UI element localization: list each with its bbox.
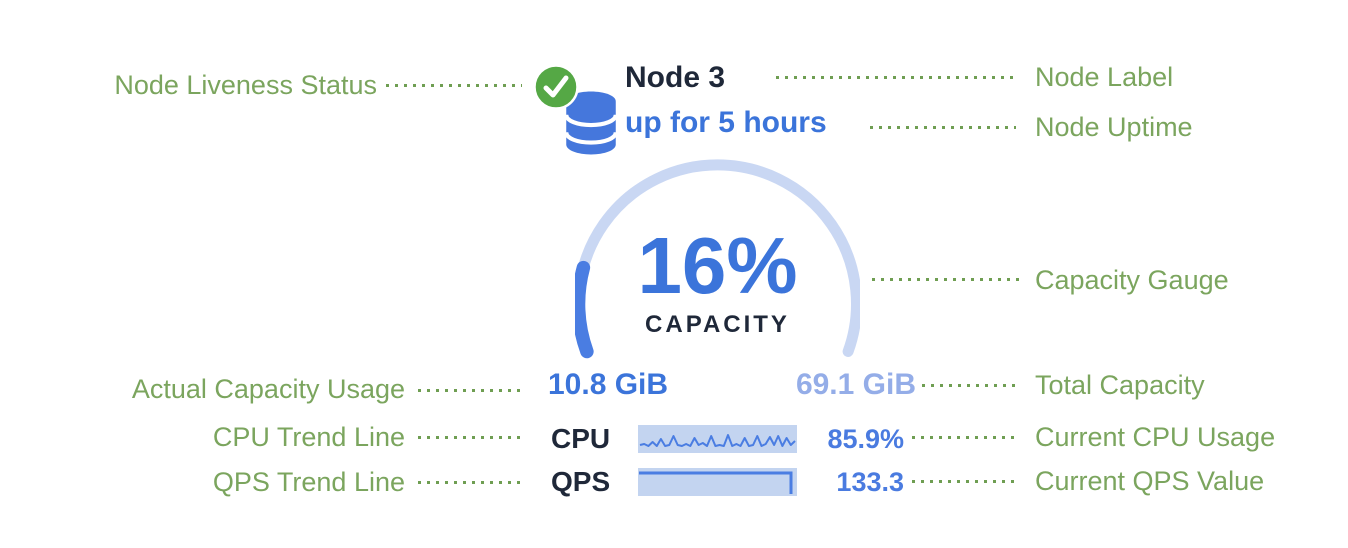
capacity-gauge-fill — [575, 260, 594, 359]
leader-current-cpu — [912, 436, 1020, 439]
annotation-current-qps-value: Current QPS Value — [1035, 466, 1265, 496]
annotation-node-liveness-status: Node Liveness Status — [114, 70, 377, 100]
leader-node-liveness — [386, 84, 522, 87]
leader-qps-trend — [418, 481, 522, 484]
annotation-node-label: Node Label — [1035, 62, 1174, 92]
leader-node-label — [776, 76, 1016, 79]
leader-cpu-trend — [418, 436, 522, 439]
annotation-node-uptime: Node Uptime — [1035, 112, 1193, 142]
capacity-gauge — [575, 159, 860, 359]
annotation-actual-capacity-usage: Actual Capacity Usage — [131, 374, 405, 404]
qps-value: 133.3 — [836, 467, 904, 497]
cpu-sparkline-line — [639, 434, 796, 447]
annotation-cpu-trend-line: CPU Trend Line — [212, 422, 405, 452]
node-uptime: up for 5 hours — [625, 106, 827, 139]
annotation-capacity-gauge: Capacity Gauge — [1035, 265, 1229, 295]
leader-actual-capacity — [418, 389, 522, 392]
cpu-value: 85.9% — [827, 424, 904, 454]
annotation-current-cpu-usage: Current CPU Usage — [1035, 422, 1276, 452]
qps-sparkline — [638, 468, 797, 496]
leader-current-qps — [912, 480, 1018, 483]
cpu-label: CPU — [551, 423, 611, 454]
leader-node-uptime — [870, 126, 1016, 129]
qps-sparkline-line — [639, 471, 793, 494]
annotation-total-capacity: Total Capacity — [1035, 370, 1205, 400]
leader-capacity-gauge — [872, 278, 1020, 281]
check-circle-icon — [533, 64, 579, 110]
node-label: Node 3 — [625, 61, 726, 94]
annotation-qps-trend-line: QPS Trend Line — [212, 467, 405, 497]
database-icon — [564, 91, 618, 155]
capacity-caption: CAPACITY — [645, 311, 790, 338]
cpu-sparkline — [638, 425, 797, 453]
capacity-percent: 16% — [637, 221, 798, 310]
used-capacity-value: 10.8 GiB — [548, 368, 669, 401]
leader-total-capacity — [922, 384, 1020, 387]
total-capacity-value: 69.1 GiB — [795, 368, 916, 401]
qps-label: QPS — [551, 466, 611, 497]
